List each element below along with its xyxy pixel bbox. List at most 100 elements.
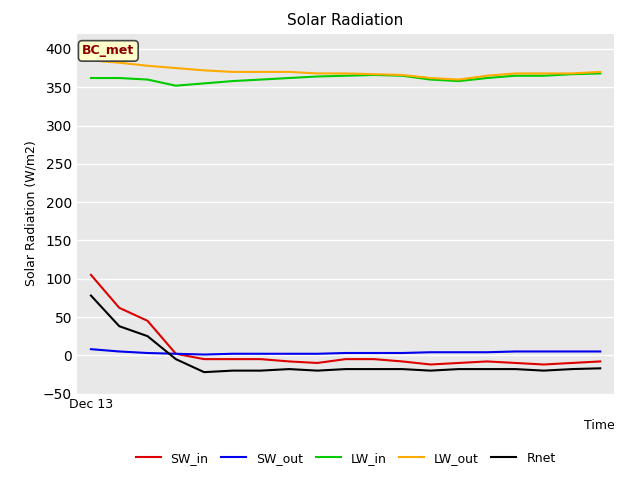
- SW_out: [257, 351, 264, 357]
- Rnet: [427, 368, 435, 373]
- SW_out: [228, 351, 236, 357]
- SW_in: [228, 356, 236, 362]
- SW_out: [87, 346, 95, 352]
- Rnet: [172, 356, 180, 362]
- Line: LW_in: LW_in: [91, 73, 600, 86]
- SW_out: [427, 349, 435, 355]
- LW_in: [427, 77, 435, 83]
- LW_in: [455, 78, 463, 84]
- LW_in: [596, 71, 604, 76]
- SW_out: [568, 348, 576, 354]
- Rnet: [568, 366, 576, 372]
- LW_out: [398, 72, 406, 78]
- LW_out: [511, 71, 519, 76]
- SW_in: [455, 360, 463, 366]
- SW_out: [455, 349, 463, 355]
- Rnet: [342, 366, 349, 372]
- LW_out: [144, 63, 152, 69]
- SW_out: [540, 348, 547, 354]
- SW_in: [427, 361, 435, 367]
- LW_in: [115, 75, 123, 81]
- LW_in: [540, 73, 547, 79]
- SW_out: [285, 351, 293, 357]
- Text: Time: Time: [584, 419, 614, 432]
- Text: BC_met: BC_met: [82, 44, 134, 58]
- LW_out: [257, 69, 264, 75]
- LW_in: [228, 78, 236, 84]
- SW_in: [87, 272, 95, 278]
- SW_out: [370, 350, 378, 356]
- Line: SW_out: SW_out: [91, 349, 600, 355]
- Rnet: [483, 366, 491, 372]
- LW_out: [285, 69, 293, 75]
- LW_in: [483, 75, 491, 81]
- SW_in: [511, 360, 519, 366]
- LW_in: [398, 73, 406, 79]
- Line: SW_in: SW_in: [91, 275, 600, 364]
- Rnet: [87, 293, 95, 299]
- SW_in: [483, 359, 491, 364]
- SW_out: [314, 351, 321, 357]
- SW_out: [342, 350, 349, 356]
- LW_out: [427, 75, 435, 81]
- Line: LW_out: LW_out: [91, 60, 600, 80]
- SW_out: [172, 351, 180, 357]
- LW_in: [511, 73, 519, 79]
- LW_out: [455, 77, 463, 83]
- SW_in: [144, 318, 152, 324]
- Rnet: [596, 365, 604, 371]
- LW_in: [314, 73, 321, 79]
- SW_in: [596, 359, 604, 364]
- SW_in: [314, 360, 321, 366]
- Rnet: [228, 368, 236, 373]
- SW_out: [511, 348, 519, 354]
- Y-axis label: Solar Radiation (W/m2): Solar Radiation (W/m2): [24, 141, 37, 287]
- LW_out: [483, 73, 491, 79]
- LW_out: [568, 71, 576, 76]
- SW_in: [115, 305, 123, 311]
- LW_in: [172, 83, 180, 89]
- LW_out: [228, 69, 236, 75]
- SW_in: [257, 356, 264, 362]
- SW_out: [115, 348, 123, 354]
- LW_in: [370, 72, 378, 78]
- LW_in: [342, 73, 349, 79]
- LW_out: [370, 72, 378, 77]
- LW_out: [314, 71, 321, 76]
- Rnet: [200, 369, 208, 375]
- Title: Solar Radiation: Solar Radiation: [287, 13, 404, 28]
- LW_in: [200, 81, 208, 86]
- LW_out: [540, 71, 547, 76]
- LW_out: [596, 69, 604, 75]
- SW_in: [398, 359, 406, 364]
- SW_in: [172, 351, 180, 357]
- Rnet: [257, 368, 264, 373]
- SW_out: [398, 350, 406, 356]
- LW_out: [342, 71, 349, 76]
- LW_out: [200, 68, 208, 73]
- Legend: SW_in, SW_out, LW_in, LW_out, Rnet: SW_in, SW_out, LW_in, LW_out, Rnet: [131, 447, 561, 469]
- Rnet: [511, 366, 519, 372]
- SW_in: [342, 356, 349, 362]
- LW_out: [172, 65, 180, 71]
- SW_out: [200, 352, 208, 358]
- LW_out: [115, 60, 123, 66]
- Rnet: [115, 324, 123, 329]
- SW_out: [483, 349, 491, 355]
- Rnet: [314, 368, 321, 373]
- Rnet: [285, 366, 293, 372]
- SW_in: [540, 361, 547, 367]
- LW_in: [144, 77, 152, 83]
- SW_in: [285, 359, 293, 364]
- Rnet: [398, 366, 406, 372]
- Rnet: [540, 368, 547, 373]
- SW_in: [568, 360, 576, 366]
- LW_out: [87, 58, 95, 63]
- Line: Rnet: Rnet: [91, 296, 600, 372]
- Rnet: [370, 366, 378, 372]
- SW_out: [144, 350, 152, 356]
- Rnet: [455, 366, 463, 372]
- SW_out: [596, 348, 604, 354]
- Rnet: [144, 333, 152, 339]
- LW_in: [568, 72, 576, 77]
